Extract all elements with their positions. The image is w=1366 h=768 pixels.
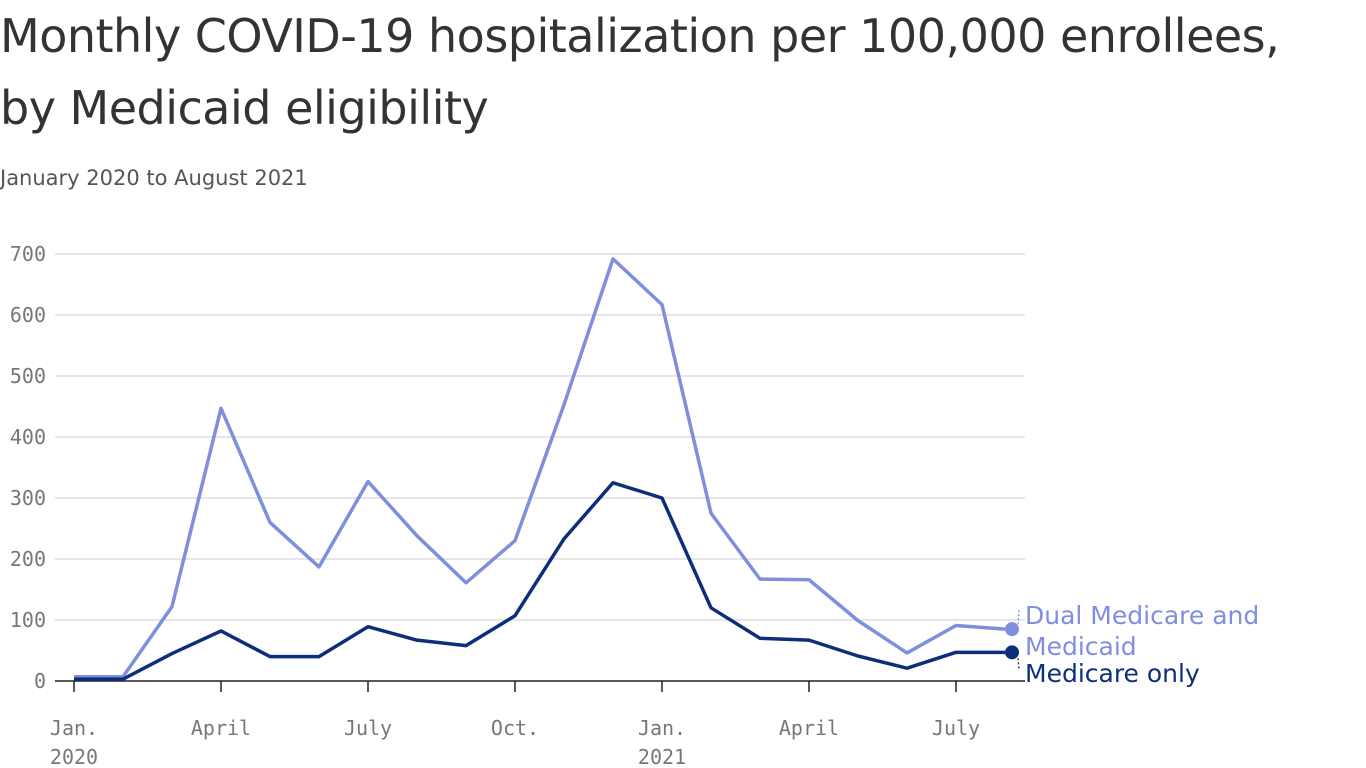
y-tick-label-0: 0 xyxy=(34,669,46,693)
series-label-dual-0: Dual Medicare and xyxy=(1025,601,1259,630)
x-tick-label-1: April xyxy=(191,716,251,740)
y-tick-label-400: 400 xyxy=(10,425,46,449)
x-tick-label-0: Jan. xyxy=(50,716,98,740)
end-marker-medicare xyxy=(1005,645,1019,659)
end-marker-dual xyxy=(1005,622,1019,636)
x-axis-ticks: Jan. 2020 April July Oct. Jan. 2021 April July xyxy=(50,681,980,768)
y-tick-label-100: 100 xyxy=(10,608,46,632)
x-tick-label-2: July xyxy=(344,716,392,740)
x-tick-label-4: Jan. xyxy=(638,716,686,740)
leader-dual xyxy=(1018,610,1019,624)
x-tick-label-5: April xyxy=(779,716,839,740)
series-label-dual-1: Medicaid xyxy=(1025,632,1137,661)
series-lines xyxy=(74,259,1019,679)
x-tick-label-6: July xyxy=(932,716,980,740)
y-tick-label-600: 600 xyxy=(10,303,46,327)
y-tick-label-200: 200 xyxy=(10,547,46,571)
series-label-medicare-0: Medicare only xyxy=(1025,659,1200,688)
leader-medicare xyxy=(1018,658,1019,670)
y-tick-label-700: 700 xyxy=(10,242,46,266)
line-chart: 0 100 200 300 400 500 600 700 Jan. 2020 April July… xyxy=(0,0,1366,768)
x-tick-year-0: 2020 xyxy=(50,745,98,768)
y-axis-ticks: 0 100 200 300 400 500 600 700 xyxy=(10,242,46,693)
x-tick-year-4: 2021 xyxy=(638,745,686,768)
x-tick-label-3: Oct. xyxy=(491,716,539,740)
y-tick-label-500: 500 xyxy=(10,364,46,388)
series-line-medicare xyxy=(74,483,1005,679)
y-tick-label-300: 300 xyxy=(10,486,46,510)
series-line-dual xyxy=(74,259,1005,677)
